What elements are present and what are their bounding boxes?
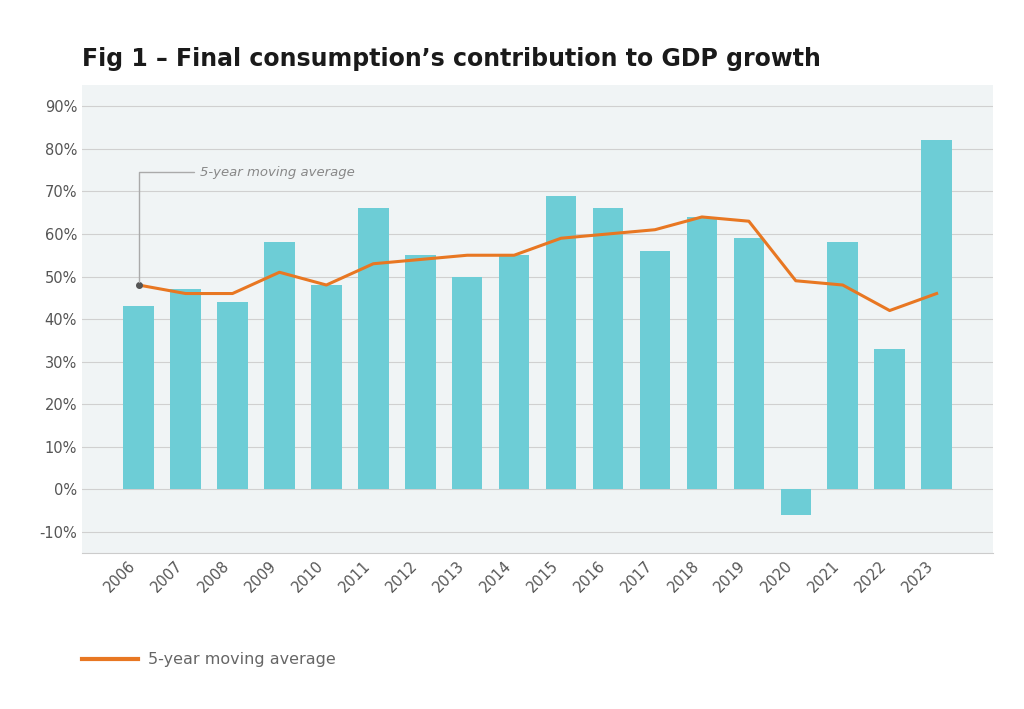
Bar bbox=[780, 489, 811, 515]
Bar bbox=[404, 255, 435, 489]
Bar bbox=[358, 208, 388, 489]
Bar bbox=[311, 285, 342, 489]
Bar bbox=[593, 208, 624, 489]
Bar bbox=[123, 306, 154, 489]
Bar bbox=[170, 289, 201, 489]
Bar bbox=[922, 140, 952, 489]
Bar bbox=[264, 242, 295, 489]
Text: 5-year moving average: 5-year moving average bbox=[138, 166, 354, 282]
Bar bbox=[217, 302, 248, 489]
Bar bbox=[874, 349, 905, 489]
Bar bbox=[827, 242, 858, 489]
Bar bbox=[546, 196, 577, 489]
Bar bbox=[452, 277, 482, 489]
Bar bbox=[733, 238, 764, 489]
Text: Fig 1 – Final consumption’s contribution to GDP growth: Fig 1 – Final consumption’s contribution… bbox=[82, 47, 821, 71]
Bar bbox=[687, 217, 717, 489]
Bar bbox=[640, 251, 671, 489]
Bar bbox=[499, 255, 529, 489]
Text: 5-year moving average: 5-year moving average bbox=[148, 652, 336, 667]
